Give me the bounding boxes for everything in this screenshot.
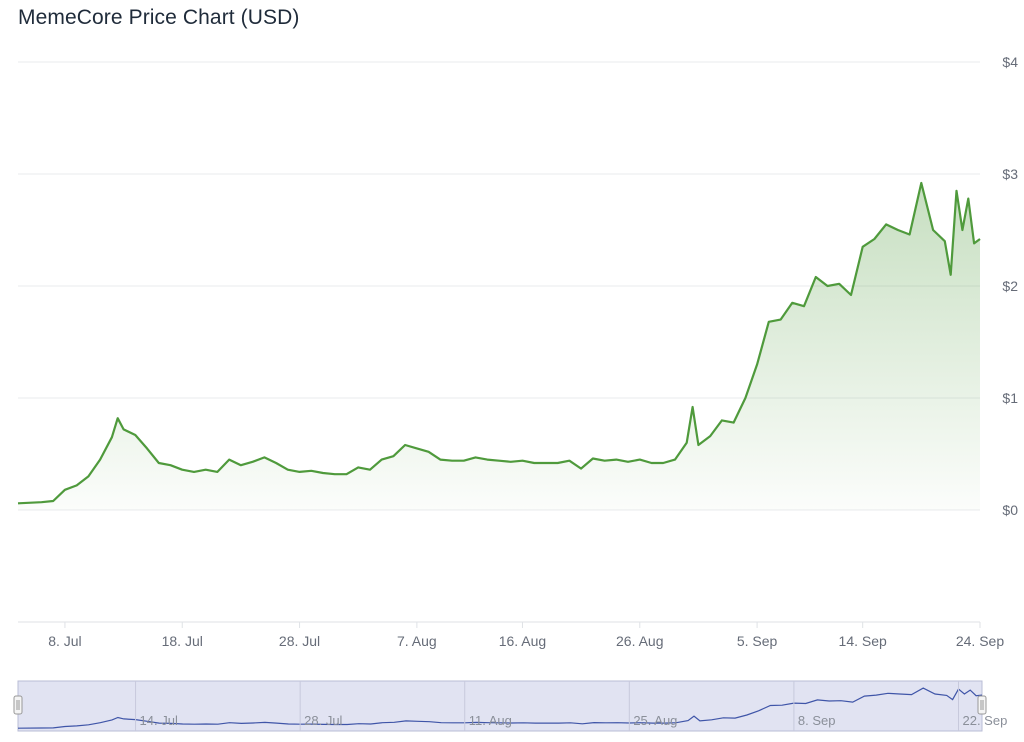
x-tick-label: 8. Jul — [48, 633, 81, 649]
navigator-tick-label: 25. Aug — [633, 713, 677, 728]
x-tick-label: 14. Sep — [839, 633, 887, 649]
x-tick-label: 16. Aug — [499, 633, 547, 649]
chart-title: MemeCore Price Chart (USD) — [18, 6, 300, 29]
x-tick-label: 18. Jul — [162, 633, 203, 649]
y-tick-label: $1 — [1002, 390, 1018, 406]
x-tick-label: 26. Aug — [616, 633, 664, 649]
y-tick-label: $2 — [1002, 278, 1018, 294]
navigator-tick-label: 22. Sep — [962, 713, 1007, 728]
x-tick-label: 5. Sep — [737, 633, 778, 649]
navigator-right-handle[interactable] — [977, 695, 987, 715]
y-tick-label: $0 — [1002, 502, 1018, 518]
navigator[interactable]: 14. Jul 28. Jul 11. Aug 25. Aug 8. Sep 22. Se… — [13, 680, 1007, 732]
navigator-left-handle[interactable] — [13, 695, 23, 715]
y-tick-label: $4 — [1002, 54, 1018, 70]
x-tick-label: 7. Aug — [397, 633, 437, 649]
y-tick-label: $3 — [1002, 166, 1018, 182]
navigator-line — [17, 687, 983, 729]
navigator-tick-label: 11. Aug — [469, 713, 512, 728]
x-tick-label: 24. Sep — [956, 633, 1004, 649]
x-tick-label: 28. Jul — [279, 633, 320, 649]
navigator-tick-label: 8. Sep — [798, 713, 836, 728]
navigator-tick-label: 28. Jul — [304, 713, 342, 728]
price-area — [18, 183, 980, 510]
navigator-tick-label: 14. Jul — [140, 713, 178, 728]
price-line[interactable] — [17, 181, 981, 505]
